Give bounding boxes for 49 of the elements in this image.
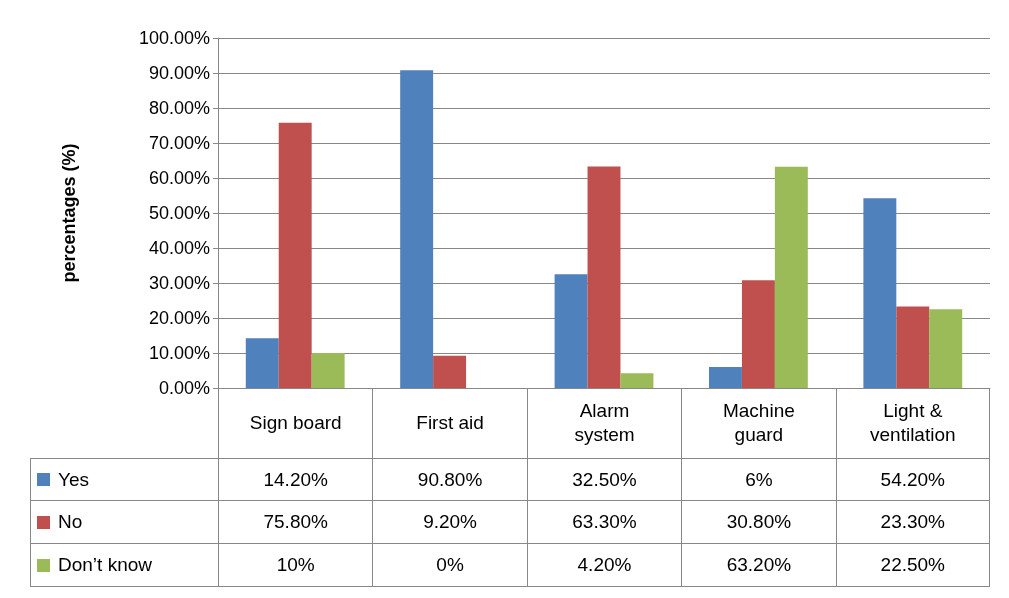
- y-tick-label: 70.00%: [148, 133, 210, 153]
- data-label: 4.20%: [526, 544, 682, 587]
- bar: [433, 355, 467, 388]
- x-tick-label: Light & ventilation: [869, 399, 957, 447]
- bar: [708, 367, 742, 388]
- y-tick-label: 50.00%: [148, 203, 210, 223]
- y-tick-label: 20.00%: [148, 308, 210, 328]
- y-tick-label: 100.00%: [138, 28, 210, 48]
- bar: [929, 309, 963, 388]
- legend-label: Yes: [58, 468, 89, 491]
- bar: [587, 166, 621, 388]
- bar: [554, 274, 588, 388]
- y-tick-label: 10.00%: [148, 343, 210, 363]
- x-tick-label: First aid: [416, 411, 484, 435]
- x-tick-label: Machine guard: [721, 399, 796, 447]
- bar: [245, 338, 279, 388]
- data-label: 23.30%: [835, 501, 990, 544]
- data-label: 63.30%: [526, 501, 682, 544]
- bar: [400, 70, 434, 388]
- data-label: 32.50%: [526, 458, 682, 501]
- bar: [278, 122, 312, 388]
- y-tick-label: 90.00%: [148, 63, 210, 83]
- y-tick-label: 60.00%: [148, 168, 210, 188]
- data-label: 6%: [681, 458, 836, 501]
- bar: [774, 166, 808, 388]
- y-tick-label: 40.00%: [148, 238, 210, 258]
- data-label: 75.80%: [218, 501, 373, 544]
- data-label: 14.20%: [218, 458, 373, 501]
- bar: [620, 373, 654, 388]
- y-axis-title: percentages (%): [59, 143, 79, 283]
- bar: [741, 280, 775, 388]
- legend-label: No: [58, 511, 83, 533]
- data-label: 0%: [372, 544, 527, 587]
- y-tick-label: 80.00%: [148, 98, 210, 118]
- x-tick-label: Alarm system: [573, 399, 636, 447]
- legend-label: Don’t know: [58, 554, 152, 576]
- data-label: 30.80%: [681, 501, 836, 544]
- data-label: 10%: [218, 544, 373, 587]
- bar: [311, 353, 345, 388]
- x-tick-label: Sign board: [249, 411, 342, 435]
- data-label: 54.20%: [835, 458, 990, 501]
- data-label: 9.20%: [372, 501, 527, 544]
- y-tick-label: 0.00%: [158, 378, 210, 398]
- data-label: 22.50%: [835, 544, 990, 587]
- y-tick-label: 30.00%: [148, 273, 210, 293]
- bar: [896, 306, 930, 388]
- data-label: 90.80%: [372, 458, 527, 501]
- bar: [863, 198, 897, 388]
- data-label: 63.20%: [681, 544, 836, 587]
